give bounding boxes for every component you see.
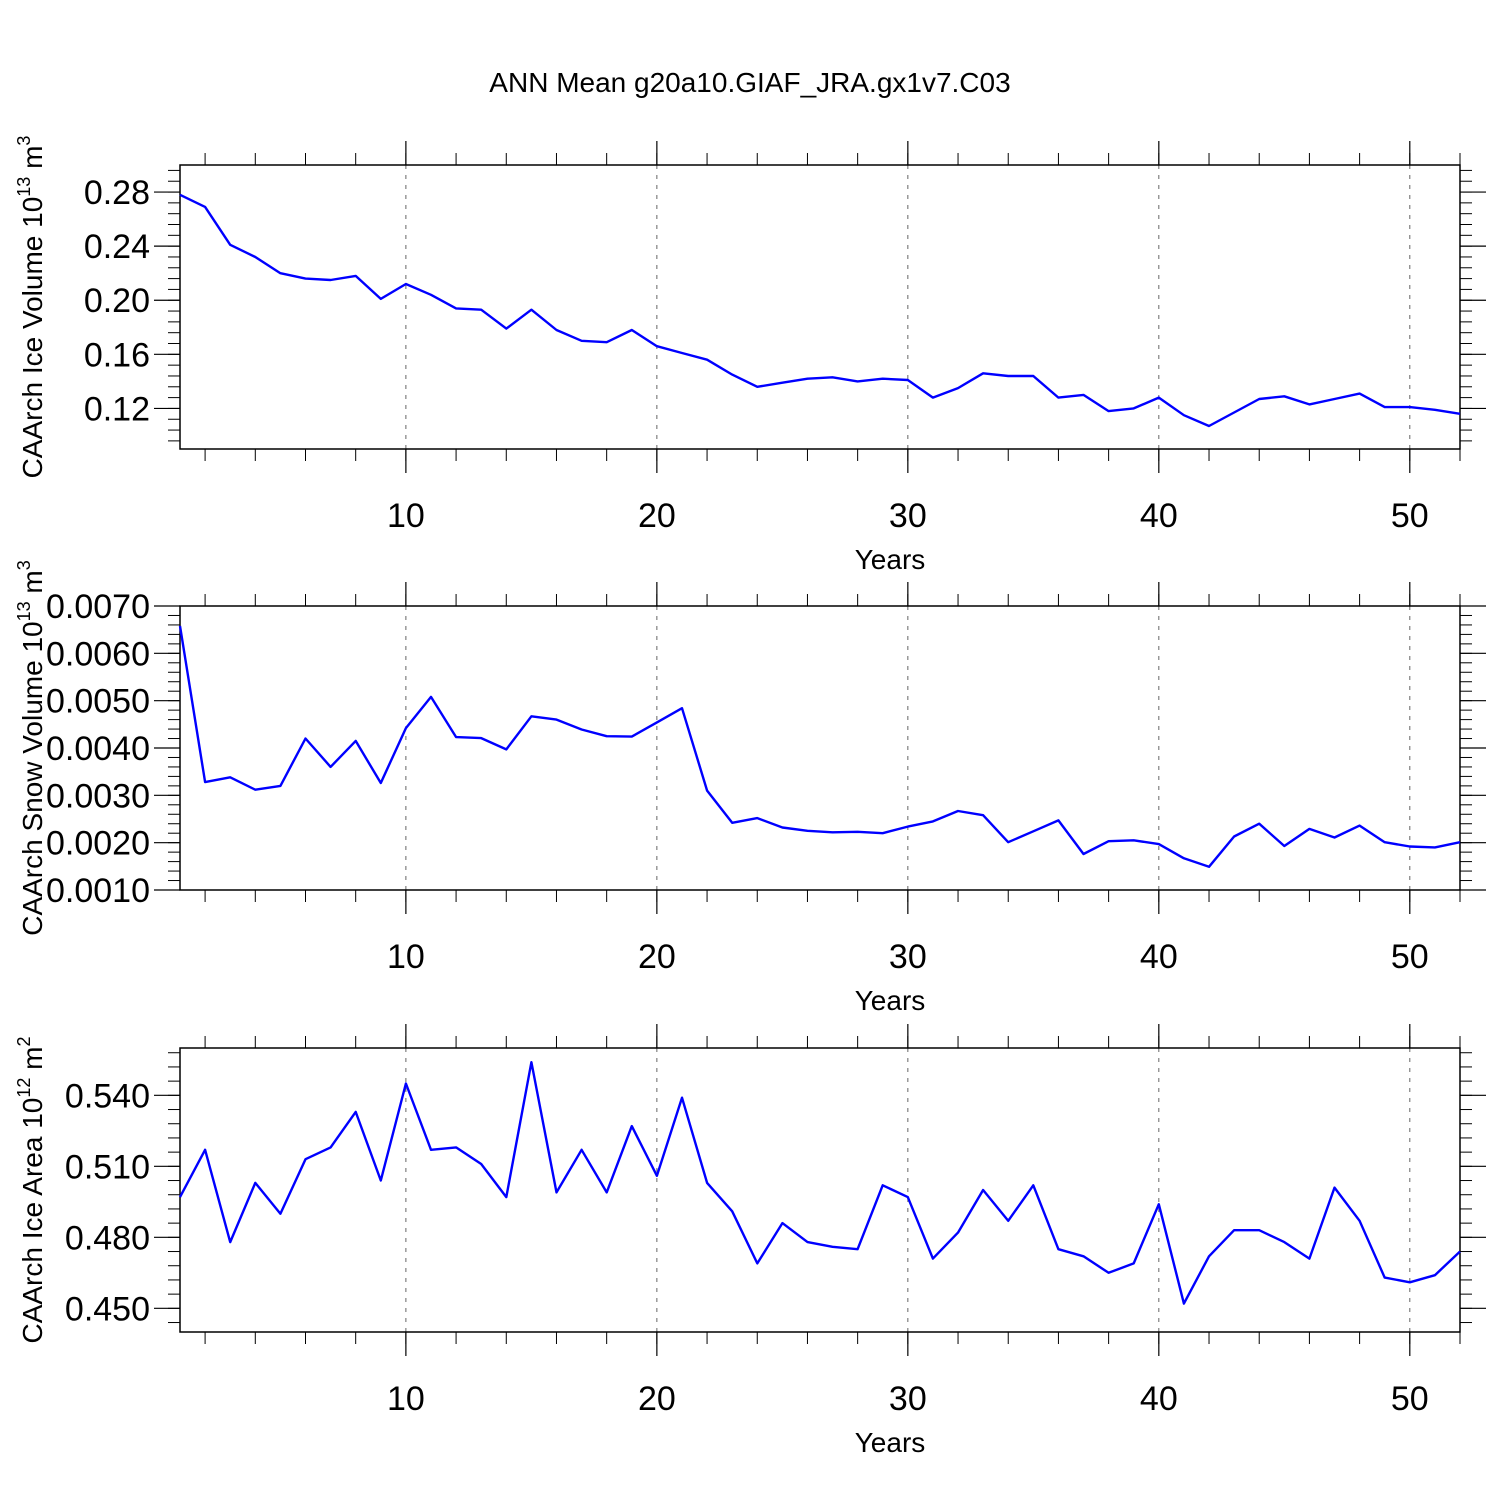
plot-frame	[179, 605, 1461, 891]
series-line	[178, 1060, 1461, 1305]
y-tick-label: 0.0070	[46, 588, 150, 626]
x-axis-label: Years	[855, 1427, 926, 1458]
x-axis-label: Years	[855, 544, 926, 575]
x-tick-label: 50	[1391, 497, 1429, 535]
x-tick-label: 30	[889, 1380, 927, 1418]
y-tick-label: 0.510	[65, 1148, 150, 1186]
y-tick-label: 0.0030	[46, 777, 150, 815]
panel-2: 10 20 30 40 50 0.0010 0.0020 0.0030 0.0040 0.0050…	[14, 560, 1486, 1016]
panel-3: 10 20 30 40 50 0.450 0.480 0.510 0.540 Years CAArc…	[14, 1024, 1486, 1458]
x-tick-label: 40	[1140, 938, 1178, 976]
series-line	[178, 625, 1461, 868]
x-tick-label: 40	[1140, 497, 1178, 535]
y-axis-label: CAArch Ice Area 1012 m2	[14, 1036, 48, 1343]
y-tick-label: 0.0040	[46, 730, 150, 768]
chart-title: ANN Mean g20a10.GIAF_JRA.gx1v7.C03	[489, 67, 1010, 98]
y-tick-label: 0.480	[65, 1219, 150, 1257]
x-tick-label: 40	[1140, 1380, 1178, 1418]
series-line	[179, 193, 1461, 428]
x-tick-label: 30	[889, 938, 927, 976]
x-tick-label: 10	[387, 497, 425, 535]
x-tick-label: 10	[387, 1380, 425, 1418]
x-tick-label: 50	[1391, 1380, 1429, 1418]
x-tick-label: 20	[638, 1380, 676, 1418]
y-axis-label: CAArch Snow Volume 1013 m3	[14, 560, 48, 936]
panels: 10 20 30 40 50 0.12 0.16 0.20 0.24 0.28 Years CAArc…	[14, 136, 1486, 1458]
x-tick-label: 50	[1391, 938, 1429, 976]
y-tick-label: 0.540	[65, 1077, 150, 1115]
y-tick-label: 0.24	[84, 228, 150, 266]
y-axis-label: CAArch Ice Volume 1013 m3	[14, 136, 48, 479]
y-tick-label: 0.20	[84, 282, 150, 320]
y-tick-label: 0.28	[84, 174, 150, 212]
y-tick-label: 0.0010	[46, 872, 150, 910]
y-tick-label: 0.16	[84, 336, 150, 374]
y-tick-label: 0.450	[65, 1290, 150, 1328]
plot-frame	[179, 1047, 1461, 1333]
panel-1: 10 20 30 40 50 0.12 0.16 0.20 0.24 0.28 Years CAArc…	[14, 136, 1486, 575]
x-tick-label: 30	[889, 497, 927, 535]
x-axis-label: Years	[855, 985, 926, 1016]
y-tick-label: 0.0050	[46, 683, 150, 721]
x-tick-label: 10	[387, 938, 425, 976]
y-tick-label: 0.12	[84, 390, 150, 428]
x-tick-label: 20	[638, 497, 676, 535]
y-tick-label: 0.0020	[46, 825, 150, 863]
x-tick-label: 20	[638, 938, 676, 976]
y-tick-label: 0.0060	[46, 635, 150, 673]
plot-frame	[179, 164, 1461, 450]
